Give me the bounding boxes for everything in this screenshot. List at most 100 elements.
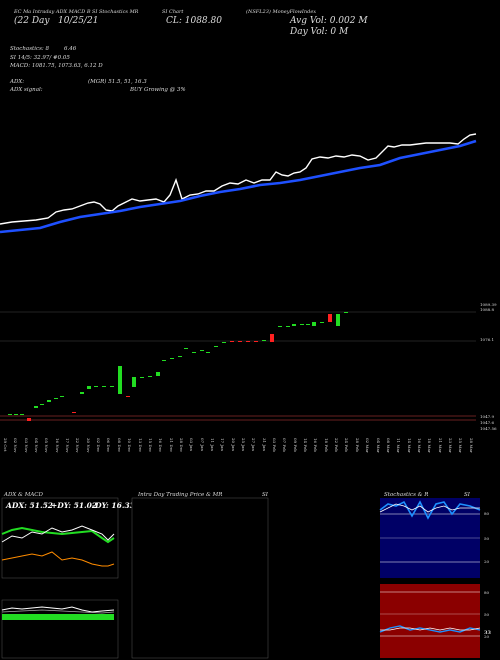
candle (184, 348, 188, 349)
mr-tick-50: 50 (484, 612, 490, 617)
date-tick: 16 Feb (313, 438, 319, 452)
date-tick: 27 Jan (251, 438, 257, 451)
date-tick: 15 Dec (147, 438, 153, 453)
header-line1c: SI Chart (162, 9, 184, 15)
candle (222, 342, 226, 343)
avg-vol: Avg Vol: 0.002 M (290, 16, 368, 26)
adx-label: ADX: (10, 79, 25, 85)
stoch-tick-50: 50 (484, 536, 490, 541)
header-line1b: SI Stochastics MR (92, 9, 139, 15)
stoch-tick-80: 80 (484, 511, 490, 516)
date-tick: 18 Feb (323, 438, 329, 452)
candle (238, 341, 242, 342)
price-tick-top1: 1089.39 (480, 302, 497, 307)
date-tick: 04 Mar (375, 438, 381, 453)
date-tick: 10 Dec (127, 438, 133, 453)
candle (72, 412, 76, 413)
macd-panel (1, 599, 119, 659)
date-tick: 09 Feb (292, 438, 298, 452)
si-text: SI 14/5: 32.97/ #0.05 (10, 55, 70, 61)
date-tick: 25 Mar (458, 438, 464, 453)
candle (170, 358, 174, 359)
date-tick: 29 Oct (3, 438, 8, 452)
candle (278, 326, 282, 327)
date-tick: 05 Nov (44, 438, 50, 453)
price-tick-mid: 1076.1 (480, 337, 494, 342)
candle (118, 366, 122, 394)
stochastics-text: Stochastics: 8 (10, 46, 49, 52)
candle (47, 400, 51, 402)
candle (200, 350, 204, 351)
date-tick: 03 Jan (189, 438, 195, 451)
candle (148, 376, 152, 377)
stoch-panel-si: SI (464, 492, 470, 498)
stochastics-value: 6.46 (64, 46, 77, 52)
date-tick: 16 Mar (416, 438, 422, 453)
candle (270, 334, 274, 342)
candle (14, 414, 18, 415)
intra-panel-si: SI (262, 492, 268, 498)
stochastics-panel (379, 498, 481, 578)
date-tick: 07 Feb (282, 438, 288, 452)
adx-panel-title: ADX & MACD (4, 492, 43, 498)
date-tick: 06 Dec (106, 438, 112, 453)
date-tick: 18 Mar (427, 438, 433, 453)
buy-signal: BUY Growing @ 3% (130, 87, 186, 93)
candle (246, 341, 250, 342)
close-label: CL: 1088.80 (166, 16, 222, 26)
candle (34, 406, 38, 408)
candle (132, 377, 136, 387)
price-tick-top2: 1088.8 (480, 307, 494, 312)
date-tick: 07 Jan (199, 438, 205, 451)
date-tick: 21 Mar (437, 438, 443, 453)
date-tick: 28 Feb (354, 438, 360, 452)
candle (206, 352, 210, 353)
candle (178, 356, 182, 357)
pdi-value: +DY: 51.02 (51, 501, 98, 510)
date-tick: 02 Dec (96, 438, 102, 453)
header-title: EC Ma Intraday ADX MACD B (14, 9, 91, 15)
candle (54, 398, 58, 399)
mr-tick-20: 20 (484, 634, 490, 639)
candle (192, 352, 196, 353)
date-tick: 22 Feb (334, 438, 340, 452)
candle (312, 322, 316, 326)
date-tick: 13 Dec (137, 438, 143, 453)
mr-value: 33 (484, 630, 491, 636)
candle (140, 377, 144, 378)
stoch-tick-20: 20 (484, 559, 490, 564)
candle (156, 372, 160, 376)
candle (336, 314, 340, 326)
adx-signal-label: ADX signal: (10, 87, 43, 93)
date-tick: 21 Dec (168, 438, 174, 453)
candle (306, 324, 310, 325)
candle (102, 386, 106, 387)
date-tick: 03 Nov (23, 438, 29, 453)
intra-panel-title: Intra Day Trading Price & MR (138, 492, 223, 498)
candle (328, 314, 332, 322)
header-line1: EC Ma Intraday ADX MACD B (14, 9, 91, 15)
date-tick: 22 Nov (75, 438, 81, 453)
adx-panel (1, 497, 119, 579)
date-tick: 28 Mar (468, 438, 474, 453)
mr-tick-80: 80 (484, 590, 490, 595)
price-tick-low1: 1047.9 (480, 414, 494, 419)
price-tick-low2: 1047.6 (480, 420, 494, 425)
candle (110, 386, 114, 387)
date-tick: 11 Mar (396, 438, 402, 453)
candle (94, 386, 98, 387)
date-tick: 14 Mar (406, 438, 412, 453)
candle (254, 341, 258, 342)
date-tick: 28 Dec (178, 438, 184, 453)
candle (286, 326, 290, 327)
date-tick: 11 Jan (209, 438, 215, 451)
date-tick: 08 Mar (385, 438, 391, 453)
date-tick: 17 Jan (220, 438, 226, 451)
candle (87, 386, 91, 389)
date-tick: 17 Nov (65, 438, 71, 453)
candle (80, 392, 84, 394)
ema-line (0, 139, 477, 234)
candle (320, 322, 324, 323)
date-tick: 30 Nov (85, 438, 91, 453)
intraday-panel (131, 497, 269, 659)
